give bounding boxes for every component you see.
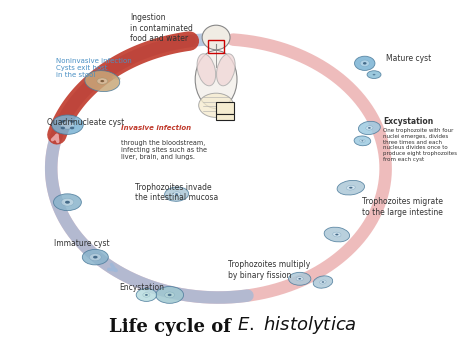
Ellipse shape: [361, 140, 364, 141]
Ellipse shape: [100, 80, 104, 82]
Ellipse shape: [320, 280, 326, 284]
Ellipse shape: [97, 78, 108, 84]
Ellipse shape: [90, 254, 101, 261]
Ellipse shape: [354, 136, 371, 146]
Ellipse shape: [61, 120, 65, 123]
Ellipse shape: [202, 25, 230, 50]
Ellipse shape: [60, 120, 74, 129]
Ellipse shape: [168, 294, 172, 296]
Ellipse shape: [61, 127, 65, 129]
Ellipse shape: [54, 194, 82, 211]
Ellipse shape: [175, 193, 178, 195]
Ellipse shape: [349, 187, 353, 189]
Ellipse shape: [165, 292, 174, 298]
Text: Trophozoites invade
the intestinal mucosa: Trophozoites invade the intestinal mucos…: [135, 183, 218, 202]
Text: Trophozoites multiply
by binary fission: Trophozoites multiply by binary fission: [228, 260, 310, 280]
Text: Mature cyst: Mature cyst: [386, 54, 431, 62]
Ellipse shape: [70, 127, 74, 129]
Ellipse shape: [296, 277, 303, 281]
Text: One trophozoite with four
nuclei emerges, divides
three times and each
nucleus d: One trophozoite with four nuclei emerges…: [383, 128, 457, 162]
Ellipse shape: [367, 71, 381, 78]
Ellipse shape: [298, 278, 301, 280]
Ellipse shape: [346, 185, 356, 190]
Ellipse shape: [322, 281, 324, 283]
Ellipse shape: [337, 180, 365, 195]
Text: $\mathbf{\it{E.\ histolytica}}$: $\mathbf{\it{E.\ histolytica}}$: [237, 314, 357, 336]
Text: through the bloodstream,
infecting sites such as the
liver, brain, and lungs.: through the bloodstream, infecting sites…: [121, 140, 207, 160]
Text: Encystation: Encystation: [119, 283, 164, 292]
Ellipse shape: [366, 126, 373, 130]
Bar: [216, 114, 234, 120]
Ellipse shape: [65, 201, 70, 204]
Ellipse shape: [373, 74, 375, 75]
Ellipse shape: [324, 227, 350, 242]
Text: Life cycle of: Life cycle of: [109, 318, 237, 336]
Ellipse shape: [313, 276, 333, 288]
Ellipse shape: [363, 62, 366, 65]
Ellipse shape: [82, 250, 109, 265]
Ellipse shape: [52, 115, 83, 135]
Ellipse shape: [335, 234, 338, 235]
Text: Ingestion
in contaminated
food and water: Ingestion in contaminated food and water: [130, 13, 193, 43]
Ellipse shape: [112, 76, 121, 80]
Ellipse shape: [217, 54, 235, 86]
Text: Trophozoites migrate
to the large intestine: Trophozoites migrate to the large intest…: [363, 197, 443, 217]
Ellipse shape: [70, 120, 74, 123]
Text: Invasive infection: Invasive infection: [121, 125, 191, 131]
Ellipse shape: [289, 272, 311, 285]
Ellipse shape: [333, 232, 341, 237]
Text: Excystation: Excystation: [383, 116, 434, 126]
Ellipse shape: [136, 289, 156, 301]
Bar: [208, 40, 224, 53]
Text: Noninvasive infection
Cysts exit host
in the stool: Noninvasive infection Cysts exit host in…: [56, 59, 132, 78]
Ellipse shape: [173, 192, 181, 196]
Ellipse shape: [143, 293, 150, 297]
Ellipse shape: [145, 294, 148, 296]
Bar: [216, 102, 234, 114]
Ellipse shape: [360, 139, 365, 142]
Ellipse shape: [164, 187, 189, 201]
Ellipse shape: [358, 121, 380, 135]
Ellipse shape: [85, 71, 120, 92]
Ellipse shape: [155, 286, 183, 303]
Ellipse shape: [199, 93, 234, 118]
Ellipse shape: [61, 198, 74, 206]
Text: Quadrinucleate cyst: Quadrinucleate cyst: [46, 118, 124, 127]
Ellipse shape: [355, 56, 375, 70]
Text: Immature cyst: Immature cyst: [54, 239, 109, 248]
Ellipse shape: [368, 127, 371, 129]
Ellipse shape: [360, 60, 369, 66]
Ellipse shape: [197, 54, 216, 86]
Ellipse shape: [195, 50, 237, 109]
Ellipse shape: [93, 256, 98, 258]
